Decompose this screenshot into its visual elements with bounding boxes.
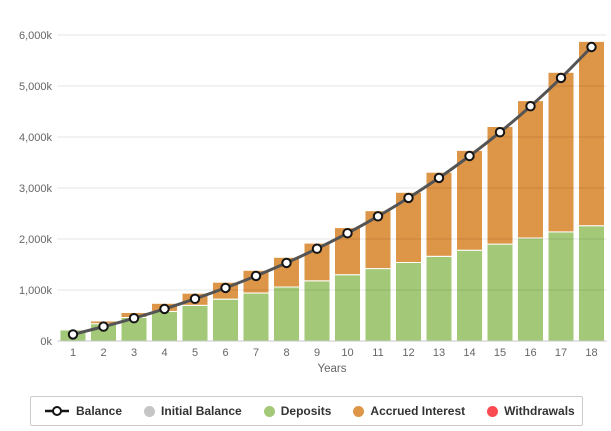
legend-item-withdrawals[interactable]: Withdrawals: [487, 405, 575, 417]
accrued-interest-bar[interactable]: [578, 40, 605, 227]
x-axis-title: Years: [318, 363, 347, 375]
balance-marker[interactable]: [494, 127, 506, 138]
deposits-bar[interactable]: [456, 249, 483, 342]
y-axis-label: 4,000k: [19, 132, 53, 144]
y-axis-label: 1,000k: [19, 285, 53, 297]
x-axis-label: 6: [222, 347, 228, 359]
x-axis-label: 3: [131, 347, 137, 359]
balance-marker[interactable]: [98, 321, 109, 332]
x-axis-label: 14: [463, 347, 475, 359]
y-axis-label: 3,000k: [19, 183, 53, 195]
deposits-bar[interactable]: [212, 298, 239, 342]
deposits-bar[interactable]: [334, 274, 361, 342]
balance-line-marker-icon: [45, 406, 69, 416]
y-axis-label: 6,000k: [19, 30, 53, 42]
x-axis-label: 9: [314, 347, 320, 359]
accrued-interest-bar[interactable]: [547, 71, 575, 233]
x-axis-label: 16: [524, 347, 536, 359]
balance-marker[interactable]: [342, 228, 353, 239]
balance-marker[interactable]: [555, 72, 567, 84]
legend-item-deposits[interactable]: Deposits: [263, 404, 332, 418]
balance-marker[interactable]: [464, 150, 475, 162]
balance-marker[interactable]: [189, 293, 201, 304]
deposits-bar[interactable]: [151, 310, 178, 342]
deposits-bar[interactable]: [181, 304, 209, 342]
balance-marker[interactable]: [372, 211, 384, 222]
balance-marker[interactable]: [311, 243, 323, 254]
accrued-interest-bar[interactable]: [486, 126, 514, 245]
x-axis-label: 5: [192, 347, 198, 359]
x-axis-label: 4: [161, 347, 167, 359]
legend-item-balance[interactable]: Balance: [44, 405, 122, 417]
balance-marker[interactable]: [281, 257, 292, 269]
x-axis-label: 15: [494, 347, 506, 359]
x-axis-label: 2: [100, 347, 106, 359]
deposits-bar[interactable]: [395, 262, 422, 342]
balance-marker[interactable]: [250, 270, 262, 282]
y-axis-label: 5,000k: [19, 81, 53, 93]
balance-line: [72, 45, 593, 336]
deposits-bar[interactable]: [578, 225, 605, 342]
balance-marker[interactable]: [586, 41, 597, 53]
x-axis-label: 18: [585, 347, 597, 359]
y-axis-label: 2,000k: [19, 234, 53, 246]
deposits-bar[interactable]: [364, 268, 392, 342]
legend-item-accrued-interest[interactable]: Accrued Interest: [353, 405, 465, 417]
y-axis-label: 0k: [40, 336, 52, 348]
accrued-interest-bar[interactable]: [517, 100, 544, 239]
accrued-interest-swatch-icon: [353, 405, 365, 417]
x-axis-label: 8: [283, 347, 289, 359]
x-axis-label: 7: [253, 347, 259, 359]
legend-label-accrued-interest: Accrued Interest: [370, 404, 466, 418]
legend-label-deposits: Deposits: [280, 404, 332, 418]
deposits-bar[interactable]: [486, 243, 514, 342]
balance-marker[interactable]: [67, 329, 79, 340]
x-axis-label: 1: [70, 347, 76, 359]
balance-marker[interactable]: [525, 101, 536, 112]
x-axis-label: 11: [372, 347, 383, 359]
balance-marker[interactable]: [403, 192, 414, 204]
deposits-swatch-icon: [263, 405, 275, 417]
x-axis-label: 10: [341, 347, 353, 359]
legend-item-initial-balance[interactable]: Initial Balance: [144, 405, 242, 417]
deposits-bar[interactable]: [242, 292, 270, 342]
legend-label-initial-balance: Initial Balance: [161, 404, 242, 418]
legend-label-balance: Balance: [76, 404, 123, 418]
x-axis-label: 13: [433, 347, 445, 359]
balance-marker[interactable]: [159, 303, 170, 315]
x-axis-label: 17: [555, 347, 567, 359]
legend-label-withdrawals: Withdrawals: [504, 404, 575, 418]
x-axis-label: 12: [402, 347, 414, 359]
accrued-interest-bar[interactable]: [425, 171, 453, 257]
deposits-bar[interactable]: [547, 231, 575, 342]
balance-marker[interactable]: [220, 282, 231, 294]
deposits-bar[interactable]: [425, 255, 453, 342]
accrued-interest-bar[interactable]: [456, 149, 483, 251]
chart-legend: Balance Initial Balance Deposits Accrued…: [30, 396, 583, 426]
deposits-bar[interactable]: [303, 280, 331, 342]
initial-balance-swatch-icon: [144, 405, 156, 417]
withdrawals-swatch-icon: [487, 405, 499, 417]
balance-marker[interactable]: [433, 172, 445, 184]
balance-marker[interactable]: [128, 313, 140, 324]
deposits-bar[interactable]: [273, 286, 300, 342]
